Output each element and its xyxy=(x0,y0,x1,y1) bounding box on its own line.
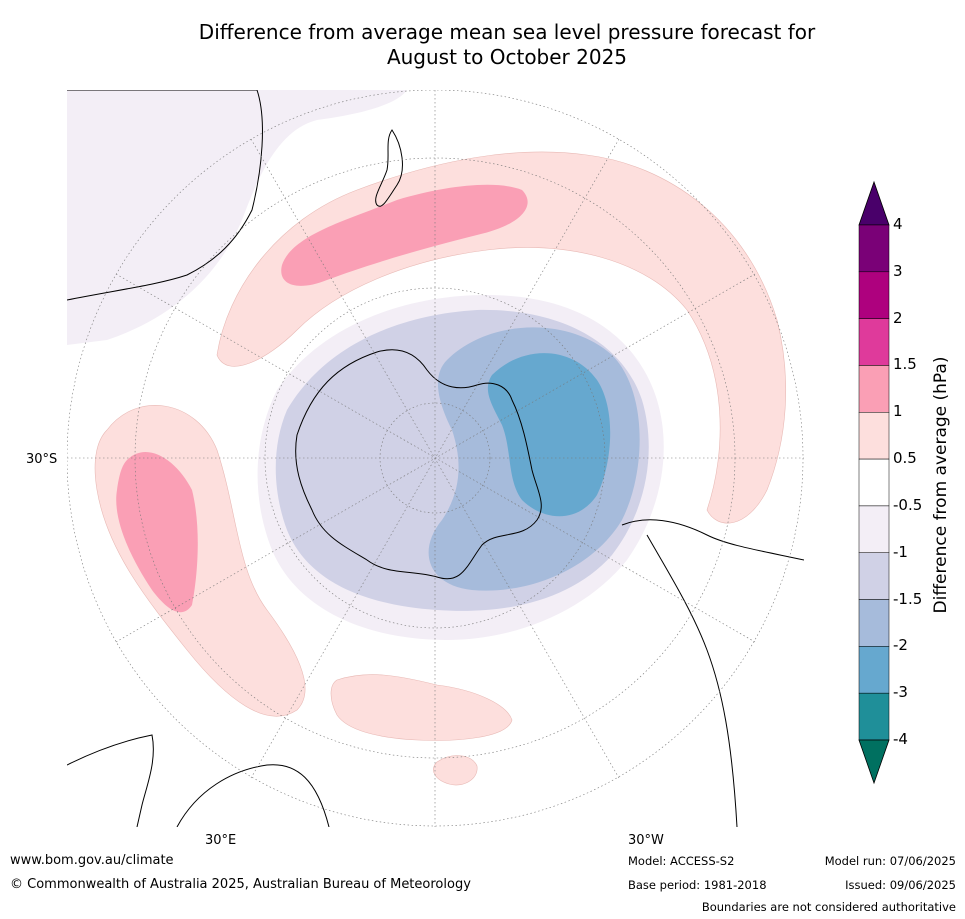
colorbar-tick-label: 2 xyxy=(893,308,903,327)
colorbar-bin xyxy=(858,458,890,507)
colorbar-tick-label: -3 xyxy=(893,683,908,702)
colorbar-tick-label: -4 xyxy=(893,730,908,748)
anomaly-area-pos-south xyxy=(330,674,513,741)
longitude-label-30w: 30°W xyxy=(628,833,664,848)
colorbar-title: Difference from average (hPa) xyxy=(931,356,951,614)
colorbar-bin xyxy=(858,271,890,319)
colorbar-tick-label: 0.5 xyxy=(893,449,917,468)
anomaly-area-pos-west-core xyxy=(116,451,198,613)
polar-map xyxy=(67,90,804,827)
issued-text: Issued: 09/06/2025 xyxy=(845,878,956,892)
colorbar-tick-label: -2 xyxy=(893,636,908,655)
colorbar-bin xyxy=(858,646,890,694)
south-america-coastline xyxy=(621,519,804,827)
map-title: Difference from average mean sea level p… xyxy=(0,20,965,70)
colorbar-tick-label: -1.5 xyxy=(893,589,923,608)
colorbar-bin xyxy=(858,318,890,366)
africa-coastline xyxy=(67,734,330,827)
anomaly-area-pos-nz xyxy=(281,184,528,286)
anomaly-area-neg-small-nw xyxy=(67,90,407,345)
colorbar-tick-label: -0.5 xyxy=(893,495,923,514)
colorbar-extend-max xyxy=(858,180,890,226)
australia-coastline xyxy=(67,90,263,301)
colorbar-bin xyxy=(858,692,890,741)
colorbar-tick-label: 1.5 xyxy=(893,355,917,374)
colorbar-bin xyxy=(858,412,890,460)
colorbar-tick-label: -1 xyxy=(893,542,908,561)
disclaimer-text: Boundaries are not considered authoritat… xyxy=(701,900,956,914)
colorbar-bin xyxy=(858,552,890,600)
colorbar-bin xyxy=(858,505,890,553)
colorbar-bins xyxy=(858,180,890,785)
antarctica-coastline xyxy=(295,349,542,580)
anomaly-area-neg-core xyxy=(487,353,611,517)
colorbar-bin xyxy=(858,365,890,413)
colorbar-tick-label: 1 xyxy=(893,402,903,421)
longitude-label-30e: 30°E xyxy=(205,833,237,848)
colorbar-extend-min xyxy=(858,739,890,785)
base-period-text: Base period: 1981-2018 xyxy=(628,878,767,892)
colorbar-tick-label: 3 xyxy=(893,261,903,280)
colorbar-tick-label: 4 xyxy=(893,215,903,233)
website-text: www.bom.gov.au/climate xyxy=(10,853,174,868)
model-run-text: Model run: 07/06/2025 xyxy=(824,854,956,868)
model-text: Model: ACCESS-S2 xyxy=(628,854,735,868)
title-line-1: Difference from average mean sea level p… xyxy=(198,20,816,44)
latitude-label-30s: 30°S xyxy=(26,452,58,467)
map-svg xyxy=(67,90,804,827)
graticule xyxy=(67,90,804,827)
copyright-text: © Commonwealth of Australia 2025, Austra… xyxy=(10,877,471,892)
title-line-2: August to October 2025 xyxy=(386,45,628,69)
colorbar-bin xyxy=(858,599,890,647)
colorbar-bin xyxy=(858,224,890,273)
new-zealand-coastline xyxy=(375,129,403,207)
